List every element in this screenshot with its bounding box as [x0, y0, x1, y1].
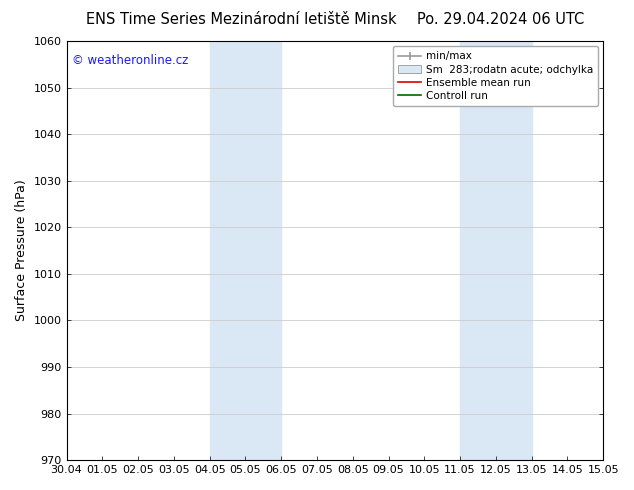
Text: © weatheronline.cz: © weatheronline.cz	[72, 53, 188, 67]
Text: ENS Time Series Mezinárodní letiště Minsk: ENS Time Series Mezinárodní letiště Mins…	[86, 12, 396, 27]
Bar	[245, 41, 281, 460]
Bar	[460, 41, 496, 460]
Text: Po. 29.04.2024 06 UTC: Po. 29.04.2024 06 UTC	[417, 12, 585, 27]
Bar	[496, 41, 532, 460]
Bar	[210, 41, 245, 460]
Legend: min/max, Sm  283;rodatn acute; odchylka, Ensemble mean run, Controll run: min/max, Sm 283;rodatn acute; odchylka, …	[393, 46, 598, 106]
Y-axis label: Surface Pressure (hPa): Surface Pressure (hPa)	[15, 180, 28, 321]
